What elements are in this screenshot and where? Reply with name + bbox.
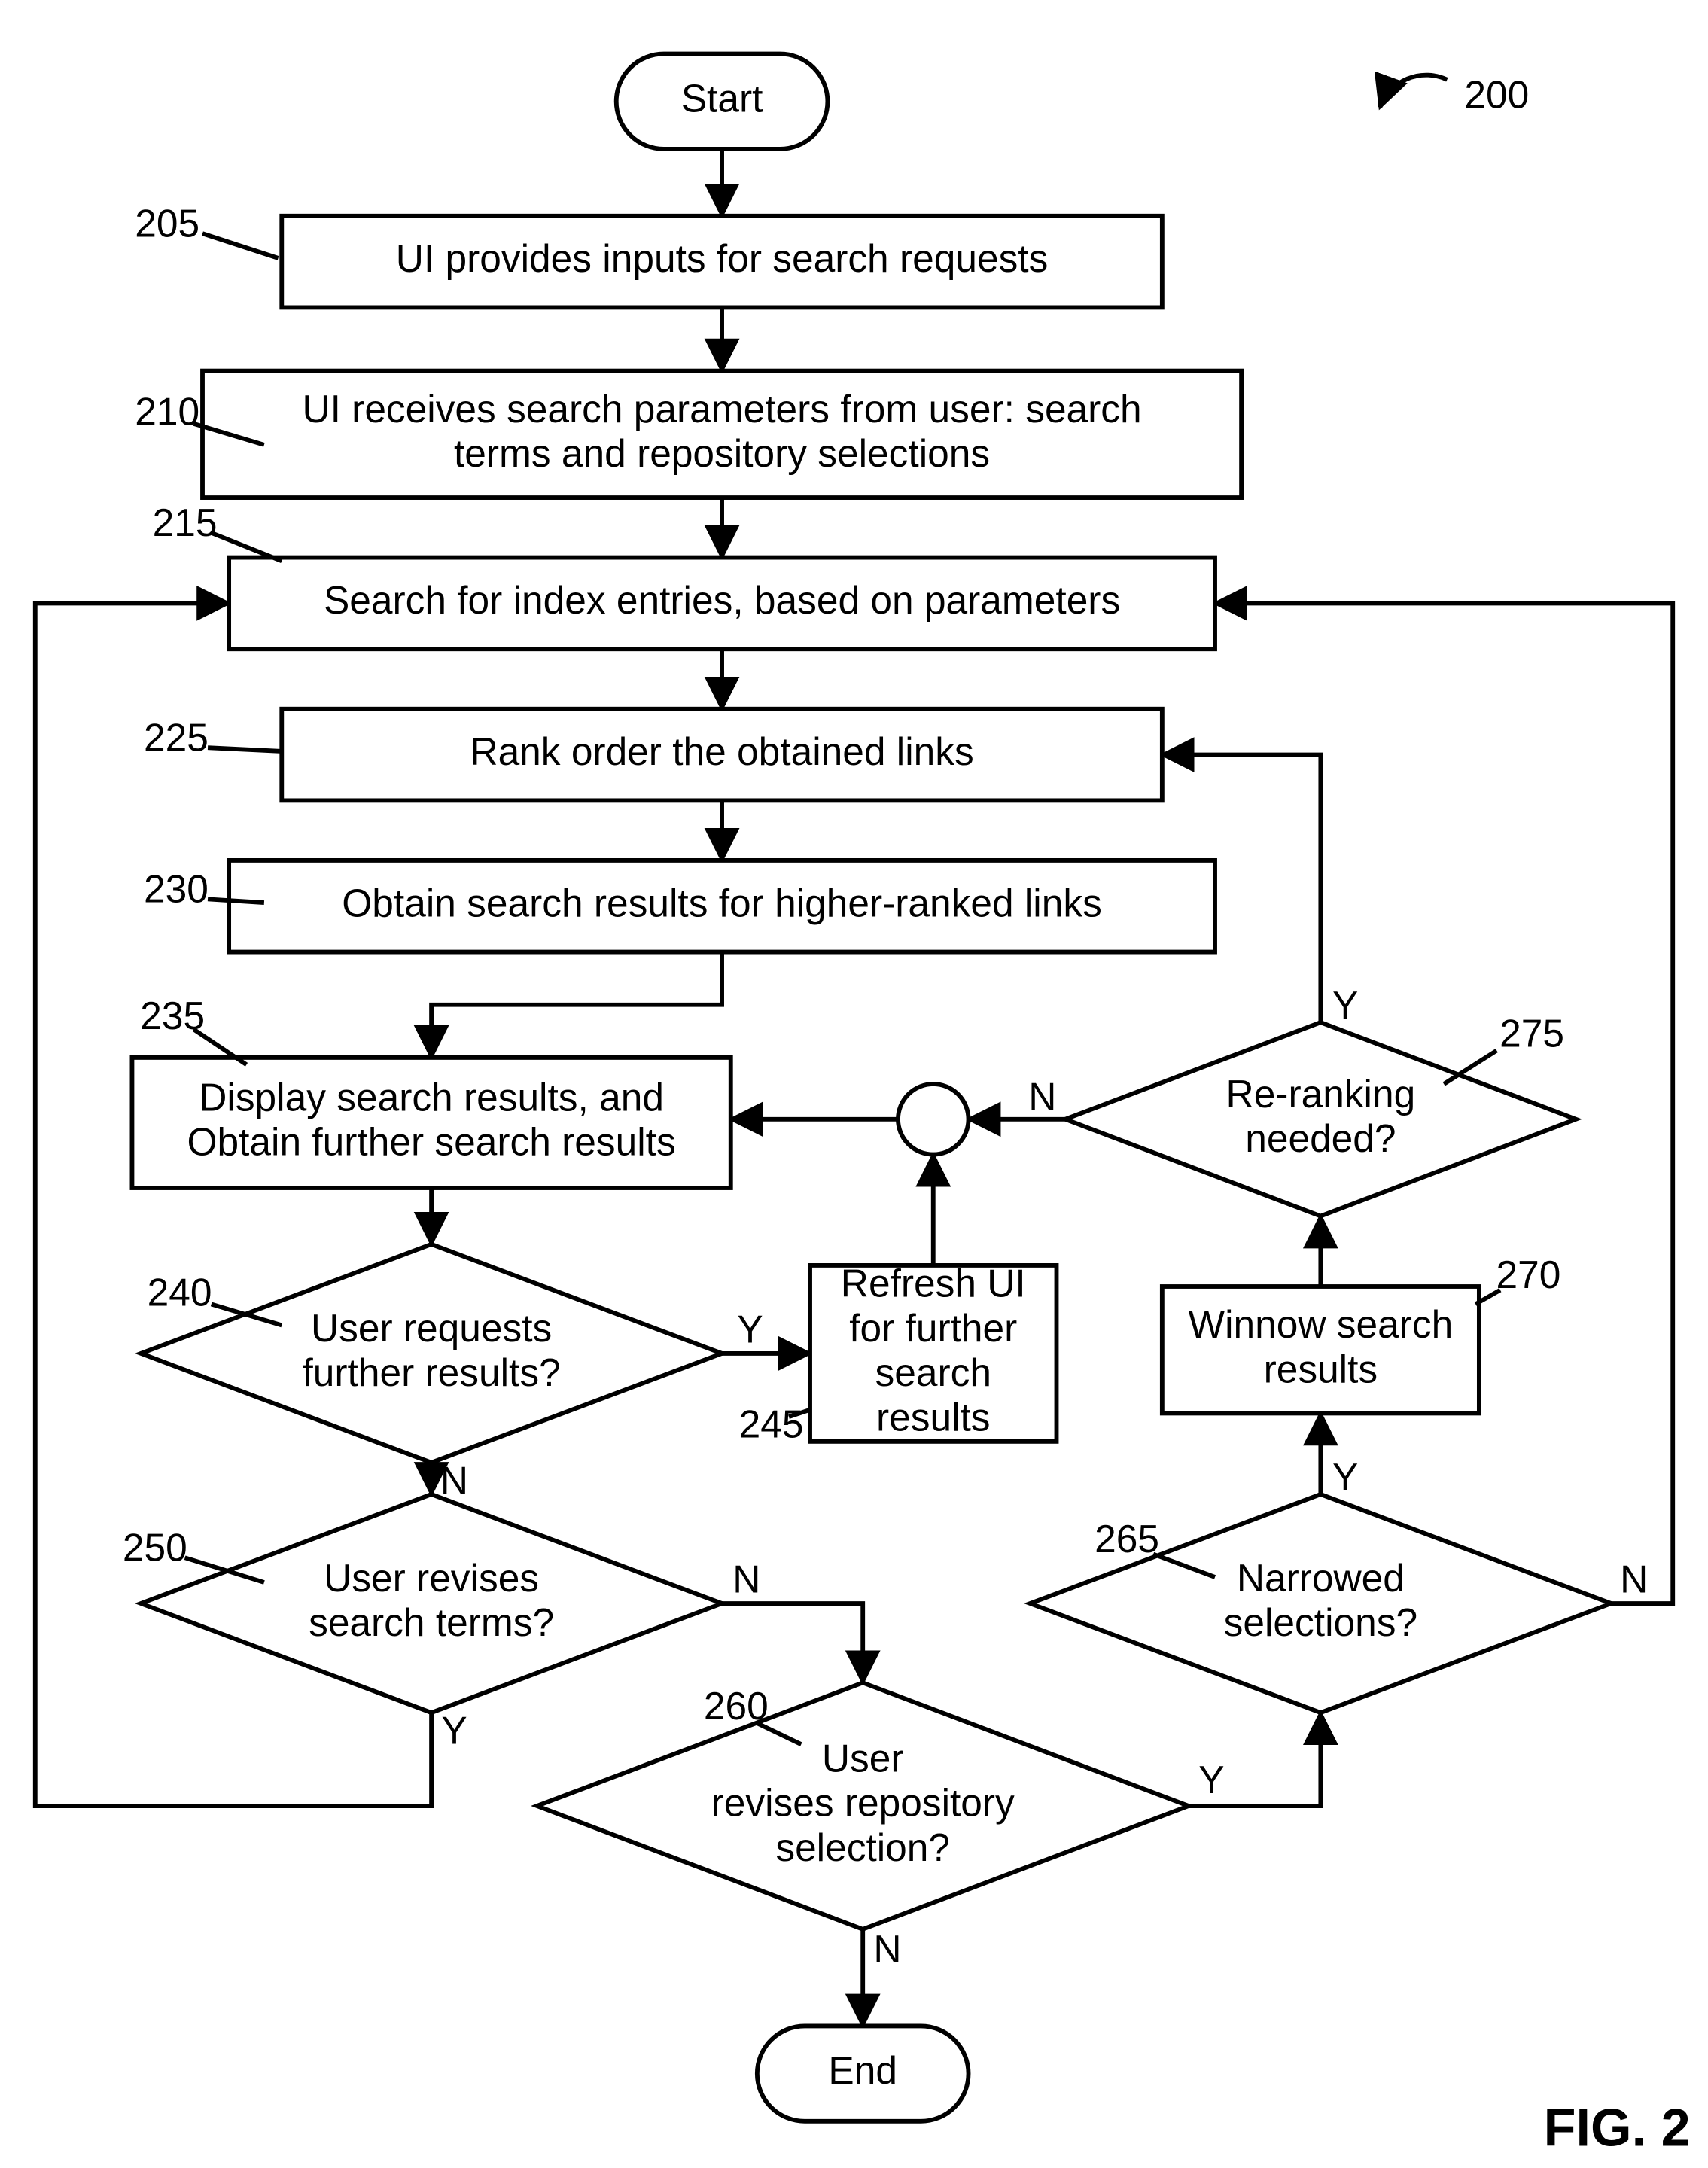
ref-275: 275 bbox=[1499, 1011, 1564, 1055]
ref-270: 270 bbox=[1496, 1253, 1560, 1296]
branch-label: N bbox=[732, 1557, 760, 1601]
branch-label: Y bbox=[1332, 1455, 1358, 1499]
svg-text:needed?: needed? bbox=[1245, 1116, 1396, 1160]
ref-240: 240 bbox=[148, 1270, 212, 1314]
ref-260: 260 bbox=[704, 1684, 769, 1728]
svg-text:User: User bbox=[822, 1736, 904, 1780]
svg-text:Refresh UI: Refresh UI bbox=[841, 1262, 1026, 1305]
edge bbox=[722, 1603, 863, 1682]
branch-label: Y bbox=[441, 1709, 467, 1752]
svg-text:Rank order the obtained links: Rank order the obtained links bbox=[470, 729, 973, 773]
branch-label: N bbox=[1620, 1557, 1648, 1601]
branch-label: N bbox=[1028, 1075, 1056, 1119]
svg-text:Re-ranking: Re-ranking bbox=[1226, 1072, 1416, 1116]
end-label: End bbox=[828, 2048, 897, 2092]
branch-label: N bbox=[440, 1459, 468, 1503]
svg-text:Obtain search results for high: Obtain search results for higher-ranked … bbox=[342, 881, 1102, 924]
svg-text:results: results bbox=[876, 1395, 991, 1439]
ref-leader bbox=[208, 748, 282, 751]
svg-text:search: search bbox=[875, 1350, 991, 1394]
ref-225: 225 bbox=[144, 715, 209, 759]
svg-text:Narrowed: Narrowed bbox=[1237, 1556, 1405, 1600]
svg-text:Display search results, and: Display search results, and bbox=[199, 1075, 664, 1119]
ref-215: 215 bbox=[153, 501, 218, 544]
ref-265: 265 bbox=[1095, 1517, 1159, 1561]
ref-205: 205 bbox=[135, 201, 199, 245]
ref-245: 245 bbox=[739, 1402, 804, 1446]
branch-label: Y bbox=[1332, 983, 1358, 1027]
ref-200: 200 bbox=[1464, 73, 1529, 117]
svg-text:results: results bbox=[1264, 1347, 1378, 1390]
branch-label: N bbox=[873, 1927, 901, 1971]
svg-text:UI receives search parameters: UI receives search parameters from user:… bbox=[302, 387, 1141, 431]
ref-230: 230 bbox=[144, 867, 209, 911]
ref-leader-200 bbox=[1380, 75, 1447, 108]
ref-leader bbox=[202, 233, 279, 258]
svg-text:Search for index entries, base: Search for index entries, based on param… bbox=[324, 578, 1120, 622]
ref-250: 250 bbox=[123, 1525, 187, 1569]
svg-text:for further: for further bbox=[849, 1306, 1017, 1350]
svg-text:selections?: selections? bbox=[1224, 1600, 1417, 1644]
svg-text:Obtain further search results: Obtain further search results bbox=[187, 1120, 676, 1164]
svg-text:search terms?: search terms? bbox=[309, 1600, 554, 1644]
svg-text:revises repository: revises repository bbox=[711, 1781, 1015, 1825]
svg-text:further results?: further results? bbox=[303, 1350, 561, 1394]
svg-text:selection?: selection? bbox=[775, 1825, 950, 1869]
figure-label: FIG. 2 bbox=[1544, 2098, 1691, 2157]
svg-text:User revises: User revises bbox=[324, 1556, 539, 1600]
ref-210: 210 bbox=[135, 390, 199, 434]
svg-text:terms and repository selection: terms and repository selections bbox=[454, 431, 990, 475]
svg-text:UI provides inputs for search: UI provides inputs for search requests bbox=[396, 236, 1049, 280]
edge bbox=[431, 952, 722, 1058]
junction bbox=[898, 1084, 969, 1155]
svg-text:Winnow search: Winnow search bbox=[1189, 1302, 1454, 1346]
start-label: Start bbox=[681, 76, 763, 120]
flowchart: Start End UI provides inputs for search re… bbox=[0, 0, 1708, 2168]
svg-text:User requests: User requests bbox=[311, 1306, 552, 1350]
branch-label: Y bbox=[737, 1307, 763, 1350]
branch-label: Y bbox=[1198, 1758, 1224, 1801]
